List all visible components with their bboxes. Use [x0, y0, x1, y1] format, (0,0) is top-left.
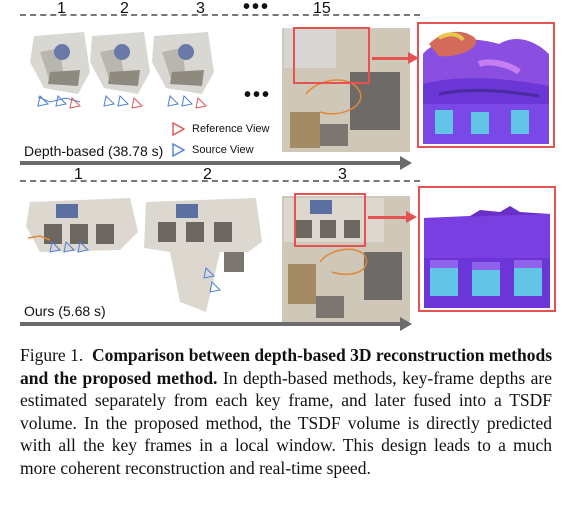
bottom-normal-map-frame	[418, 186, 556, 312]
bottom-zoom-arrow-head	[406, 211, 417, 223]
reference-view-icon	[172, 122, 185, 136]
bottom-timeline-arrow-head	[400, 317, 412, 331]
caption-prefix: Figure 1.	[20, 345, 84, 365]
bottom-fragment-2	[144, 198, 262, 312]
top-timeline-arrow-head	[400, 156, 412, 170]
top-normal-map-image	[419, 24, 553, 146]
bottom-frame-number-3: 3	[338, 166, 347, 183]
bottom-dashed-divider	[20, 180, 420, 182]
top-zoom-arrow-line	[372, 57, 410, 60]
top-timeline-arrow-line	[20, 161, 402, 165]
top-reconstructions-illustration	[30, 28, 410, 152]
bottom-frame-number-2: 2	[203, 166, 212, 183]
top-zoom-box	[293, 27, 370, 84]
top-fragment-2	[90, 32, 150, 109]
bottom-zoom-box	[294, 193, 366, 247]
caption-body: In depth-based methods, key-frame depths…	[20, 367, 552, 478]
top-fragment-3	[152, 32, 214, 109]
ours-label: Ours (5.68 s)	[24, 303, 106, 319]
bottom-frame-number-1: 1	[74, 166, 83, 183]
caption-bold-title: Comparison between depth-based 3D recons…	[20, 345, 553, 388]
depth-based-label: Depth-based (38.78 s)	[24, 143, 164, 159]
top-middle-ellipsis: •••	[244, 84, 272, 106]
bottom-zoom-arrow-line	[368, 216, 408, 219]
bottom-fragment-1	[26, 198, 138, 253]
top-frame-number-15: 15	[313, 0, 331, 17]
top-ellipsis: •••	[243, 0, 271, 18]
source-view-icon	[172, 143, 185, 157]
top-fragment-1	[30, 32, 90, 109]
source-view-label: Source View	[192, 144, 254, 156]
top-frame-number-1: 1	[57, 0, 66, 17]
top-fragment-15	[282, 28, 410, 152]
top-frame-number-3: 3	[196, 0, 205, 17]
bottom-timeline-arrow-line	[20, 322, 402, 326]
top-frame-number-2: 2	[120, 0, 129, 17]
bottom-reconstructions-illustration	[26, 196, 410, 322]
figure-caption: Figure 1. Comparison between depth-based…	[20, 344, 552, 479]
reference-view-label: Reference View	[192, 123, 270, 135]
top-zoom-arrow-head	[408, 52, 419, 64]
bottom-normal-map-image	[420, 188, 554, 310]
top-normal-map-frame	[417, 22, 555, 148]
top-dashed-divider	[20, 14, 420, 16]
